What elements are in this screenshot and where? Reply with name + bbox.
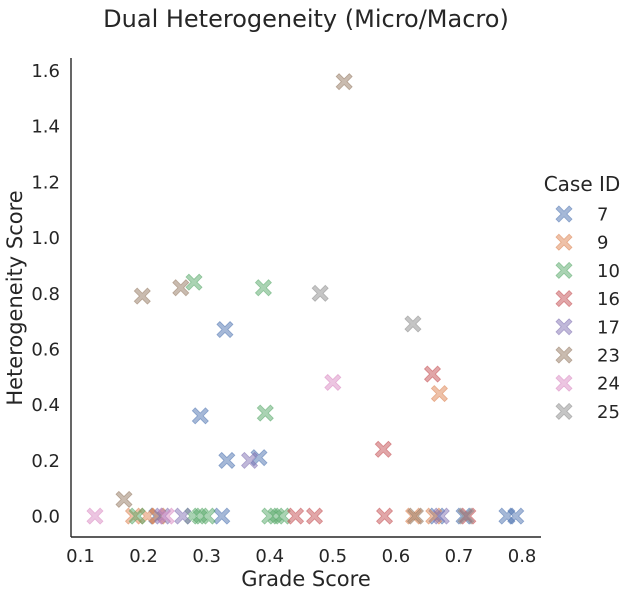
y-tick-label: 0.2 <box>31 451 60 472</box>
data-point <box>432 507 450 525</box>
data-point <box>256 404 274 422</box>
legend-label: 17 <box>597 317 620 338</box>
y-tick-label: 0.0 <box>31 507 60 528</box>
legend-label: 9 <box>597 233 608 254</box>
y-axis-label: Heterogeneity Score <box>3 190 27 405</box>
legend-label: 16 <box>597 289 620 310</box>
series-25 <box>311 284 475 525</box>
x-tick-label: 0.5 <box>318 546 347 567</box>
y-tick-label: 0.6 <box>31 340 60 361</box>
data-point <box>185 273 203 291</box>
data-point <box>335 73 353 91</box>
legend-marker <box>555 290 573 308</box>
data-point <box>374 440 392 458</box>
data-point <box>240 451 259 469</box>
data-point <box>457 507 475 525</box>
y-tick-label: 1.2 <box>31 172 60 193</box>
legend: Case ID 7 9 10 16 17 23 24 25 <box>544 172 621 423</box>
legend-label: 7 <box>597 205 608 226</box>
x-tick-label: 0.4 <box>255 546 284 567</box>
legend-marker <box>555 374 573 392</box>
data-point <box>86 507 104 525</box>
legend-marker <box>555 402 573 420</box>
series-7 <box>148 320 525 525</box>
data-point <box>157 507 175 525</box>
data-point <box>218 451 236 469</box>
x-tick-label: 0.6 <box>382 546 411 567</box>
legend-label: 23 <box>597 346 620 367</box>
data-point <box>213 507 231 525</box>
y-tick-label: 0.4 <box>31 395 60 416</box>
data-point <box>174 507 192 525</box>
x-tick-label: 0.2 <box>129 546 158 567</box>
legend-marker <box>555 205 573 223</box>
legend-label: 24 <box>597 374 620 395</box>
data-point <box>254 279 272 297</box>
legend-label: 25 <box>597 402 620 423</box>
x-tick-label: 0.8 <box>508 546 537 567</box>
legend-label: 10 <box>597 261 620 282</box>
data-point <box>430 385 448 403</box>
data-point <box>287 507 305 525</box>
x-tick-label: 0.7 <box>445 546 474 567</box>
y-tick-label: 1.6 <box>31 61 60 82</box>
data-point <box>172 279 190 297</box>
series-24 <box>86 373 342 525</box>
data-point <box>216 320 234 339</box>
legend-marker <box>555 233 573 251</box>
data-point <box>423 365 442 383</box>
x-tick-label: 0.3 <box>192 546 221 567</box>
data-point <box>128 507 146 525</box>
series-23 <box>115 73 425 525</box>
data-point <box>311 284 329 302</box>
data-point <box>406 507 425 525</box>
data-point <box>191 407 209 425</box>
series-9 <box>124 385 448 525</box>
data-point <box>507 507 525 525</box>
legend-marker <box>555 318 573 336</box>
x-tick-label: 0.1 <box>66 546 95 567</box>
data-point <box>115 490 133 508</box>
legend-marker <box>555 346 573 364</box>
data-point <box>133 287 151 305</box>
data-point <box>324 373 342 392</box>
data-point <box>198 507 216 525</box>
series-16 <box>287 365 477 525</box>
y-tick-label: 1.4 <box>31 117 60 138</box>
data-point <box>404 315 422 333</box>
data-point <box>305 507 324 525</box>
series-17 <box>153 451 450 525</box>
plot-area: 0.1 0.2 0.3 0.4 0.5 0.6 0.7 0.8 0.0 0.2 0.4 0.6 0.8 1… <box>31 58 541 567</box>
y-tick-label: 1.0 <box>31 228 60 249</box>
y-tick-label: 0.8 <box>31 284 60 305</box>
data-point <box>375 507 394 525</box>
legend-marker <box>555 261 573 279</box>
x-axis-label: Grade Score <box>241 567 371 591</box>
legend-title: Case ID <box>544 172 621 196</box>
chart-title: Dual Heterogeneity (Micro/Macro) <box>103 5 509 33</box>
series-10 <box>128 273 291 525</box>
